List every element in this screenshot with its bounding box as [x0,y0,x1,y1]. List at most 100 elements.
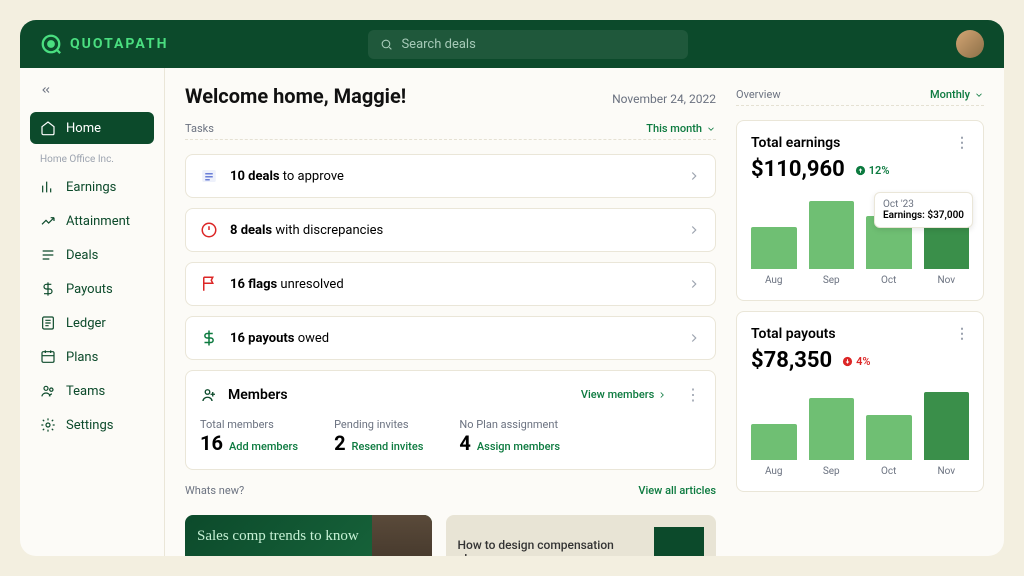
article-accent [654,527,704,556]
avatar[interactable] [956,30,984,58]
sidebar-item-payouts[interactable]: Payouts [30,273,154,305]
bar-label: Nov [937,466,955,477]
members-card: Members View members ⋮ Total members 16A… [185,370,716,470]
attainment-icon [40,213,56,229]
chevron-right-icon [687,331,701,345]
stat-block: Total members 16Add members [200,418,298,455]
sidebar-section-label: Home Office Inc. [30,146,154,169]
article-card[interactable]: How to design compensation plans [446,515,717,556]
more-icon[interactable]: ⋮ [955,135,969,151]
tasks-filter[interactable]: This month [646,122,716,135]
collapse-button[interactable] [30,80,154,104]
bar-label: Oct [881,466,896,477]
stat-block: Pending invites 2Resend invites [334,418,423,455]
earnings-card: Total earnings ⋮ $110,960 12% Oct '23 [736,120,984,301]
more-icon[interactable]: ⋮ [685,385,701,404]
bar-label: Sep [823,275,840,286]
payouts-delta: 4% [842,355,870,368]
sidebar-item-earnings[interactable]: Earnings [30,171,154,203]
logo[interactable]: QUOTAPATH [40,33,168,55]
sidebar-item-label: Ledger [66,316,106,331]
view-all-articles-link[interactable]: View all articles [638,484,716,497]
chart-bar[interactable] [809,201,855,269]
app-shell: QUOTAPATH Search deals Home Home Office … [20,20,1004,556]
more-icon[interactable]: ⋮ [955,326,969,342]
list-icon [200,167,218,185]
chevron-right-icon [687,169,701,183]
stat-label: No Plan assignment [459,418,560,431]
home-icon [40,120,56,136]
chart-bar[interactable] [751,424,797,460]
sidebar-item-deals[interactable]: Deals [30,239,154,271]
bar-wrap: Oct [866,415,912,477]
teams-icon [40,383,56,399]
overview-title: Overview [736,88,781,101]
chart-bar[interactable] [751,227,797,269]
chevron-right-icon [657,390,667,400]
sidebar-item-label: Settings [66,418,113,433]
dollar-icon [200,329,218,347]
bar-wrap: Sep [809,398,855,477]
task-item[interactable]: 16 payouts owed [185,316,716,360]
view-members-link[interactable]: View members [581,388,667,401]
bar-wrap: Aug [751,227,797,286]
bar-wrap: Sep [809,201,855,286]
bar-wrap: Nov [924,392,970,477]
chart-bar[interactable] [924,392,970,460]
bar-wrap: Aug [751,424,797,477]
bar-label: Sep [823,466,840,477]
sidebar: Home Home Office Inc. Earnings Attainmen… [20,68,165,556]
sidebar-item-label: Attainment [66,214,130,229]
sidebar-item-teams[interactable]: Teams [30,375,154,407]
chevron-left-double-icon [38,84,54,96]
sidebar-item-label: Teams [66,384,105,399]
brand-text: QUOTAPATH [70,36,168,52]
stat-action[interactable]: Add members [229,440,298,453]
stat-label: Total members [200,418,298,431]
page-date: November 24, 2022 [612,92,716,106]
overview-filter[interactable]: Monthly [930,88,984,101]
bar-label: Oct [881,275,896,286]
deals-icon [40,247,56,263]
sidebar-item-label: Earnings [66,180,116,195]
members-title: Members [228,387,288,403]
task-item[interactable]: 10 deals to approve [185,154,716,198]
payouts-amount: $78,350 [751,348,832,373]
plans-icon [40,349,56,365]
article-card[interactable]: Sales comp trends to know [185,515,432,556]
search-input[interactable]: Search deals [368,30,688,59]
chevron-down-icon [974,90,984,100]
earnings-title: Total earnings [751,135,840,151]
chart-bar[interactable] [809,398,855,460]
stat-action[interactable]: Assign members [477,440,560,453]
chevron-down-icon [706,124,716,134]
topbar: QUOTAPATH Search deals [20,20,1004,68]
chart-tooltip: Oct '23 Earnings: $37,000 [874,192,973,228]
tasks-header: Tasks This month [185,118,716,140]
sidebar-item-label: Payouts [66,282,113,297]
body: Home Home Office Inc. Earnings Attainmen… [20,68,1004,556]
logo-icon [40,33,62,55]
bar-label: Aug [765,466,783,477]
chart-bar[interactable] [866,415,912,460]
sidebar-item-settings[interactable]: Settings [30,409,154,441]
task-item[interactable]: 8 deals with discrepancies [185,208,716,252]
sidebar-item-label: Home [66,121,101,136]
sidebar-item-label: Deals [66,248,98,263]
header-row: Welcome home, Maggie! November 24, 2022 [185,84,716,108]
stat-action[interactable]: Resend invites [352,440,424,453]
arrow-up-icon [855,165,866,176]
sidebar-item-plans[interactable]: Plans [30,341,154,373]
main-column: Welcome home, Maggie! November 24, 2022 … [185,84,716,540]
payouts-title: Total payouts [751,326,836,342]
search-placeholder: Search deals [401,37,475,52]
article-image [372,515,432,556]
sidebar-item-home[interactable]: Home [30,112,154,144]
sidebar-item-ledger[interactable]: Ledger [30,307,154,339]
sidebar-item-attainment[interactable]: Attainment [30,205,154,237]
payouts-icon [40,281,56,297]
payouts-card: Total payouts ⋮ $78,350 4% Aug Sep Oct Nov [736,311,984,492]
page-title: Welcome home, Maggie! [185,84,406,108]
task-item[interactable]: 16 flags unresolved [185,262,716,306]
overview-header: Overview Monthly [736,84,984,106]
